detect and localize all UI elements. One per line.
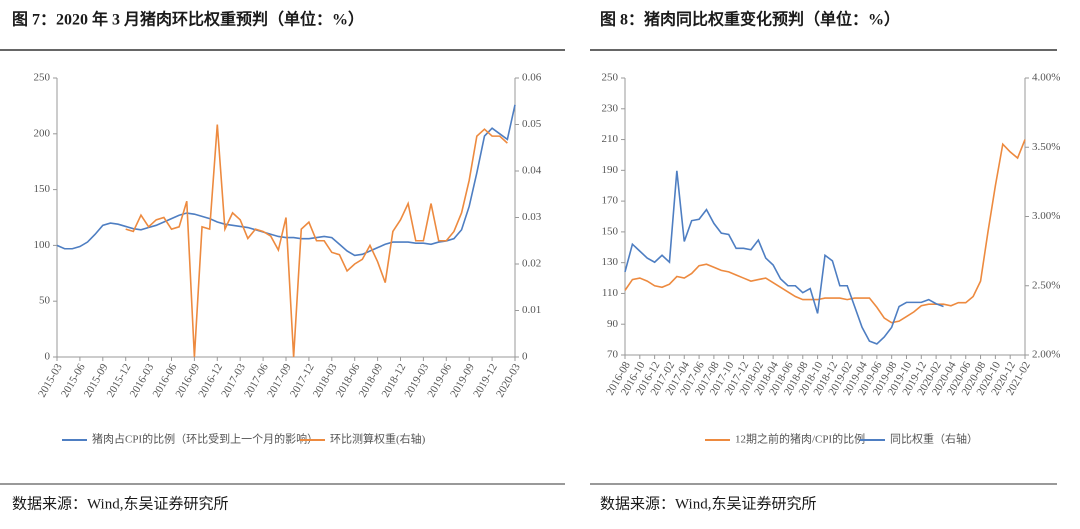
y2-tick-label: 3.50% (1032, 141, 1060, 153)
legend-label: 猪肉占CPI的比例（环比受到上一个月的影响） (92, 432, 318, 446)
y-tick-label: 230 (602, 102, 619, 114)
source: 数据来源：Wind,东吴证券研究所 (12, 495, 228, 512)
y2-tick-label: 4.00% (1032, 72, 1060, 84)
y-tick-label: 190 (602, 164, 619, 176)
y-tick-label: 70 (607, 349, 619, 361)
source: 数据来源：Wind,东吴证券研究所 (600, 495, 816, 512)
series-line (125, 124, 508, 358)
y2-tick-label: 0.05 (522, 118, 542, 130)
y-tick-label: 170 (602, 195, 619, 207)
y2-tick-label: 2.50% (1032, 279, 1060, 291)
series-line (624, 170, 944, 345)
y2-tick-label: 3.00% (1032, 210, 1060, 222)
y-tick-label: 50 (39, 295, 51, 307)
y-tick-label: 250 (34, 72, 51, 84)
y2-tick-label: 2.00% (1032, 349, 1060, 361)
y-tick-label: 110 (602, 287, 619, 299)
y2-tick-label: 0.01 (522, 304, 541, 316)
legend-label: 12期之前的猪肉/CPI的比例 (735, 432, 865, 446)
y-tick-label: 150 (602, 225, 619, 237)
series-line (624, 139, 1026, 324)
y-tick-label: 250 (602, 72, 619, 84)
y2-tick-label: 0.04 (522, 165, 542, 177)
y2-tick-label: 0.06 (522, 72, 542, 84)
y-tick-label: 100 (34, 239, 51, 251)
series-line (56, 104, 516, 257)
y-tick-label: 130 (602, 256, 619, 268)
chart-title: 图 8：猪肉同比权重变化预判（单位：%） (600, 10, 900, 29)
y2-tick-label: 0.02 (522, 258, 541, 270)
y-tick-label: 90 (607, 318, 619, 330)
y-tick-label: 210 (602, 133, 619, 145)
y2-tick-label: 0 (522, 351, 528, 363)
legend-label: 环比测算权重(右轴) (330, 432, 426, 446)
y-tick-label: 150 (34, 183, 51, 195)
chart-title: 图 7：2020 年 3 月猪肉环比权重预判（单位：%） (12, 10, 364, 29)
y-tick-label: 0 (45, 351, 51, 363)
y-tick-label: 200 (34, 127, 51, 139)
legend-label: 同比权重（右轴） (890, 432, 978, 446)
y2-tick-label: 0.03 (522, 211, 542, 223)
